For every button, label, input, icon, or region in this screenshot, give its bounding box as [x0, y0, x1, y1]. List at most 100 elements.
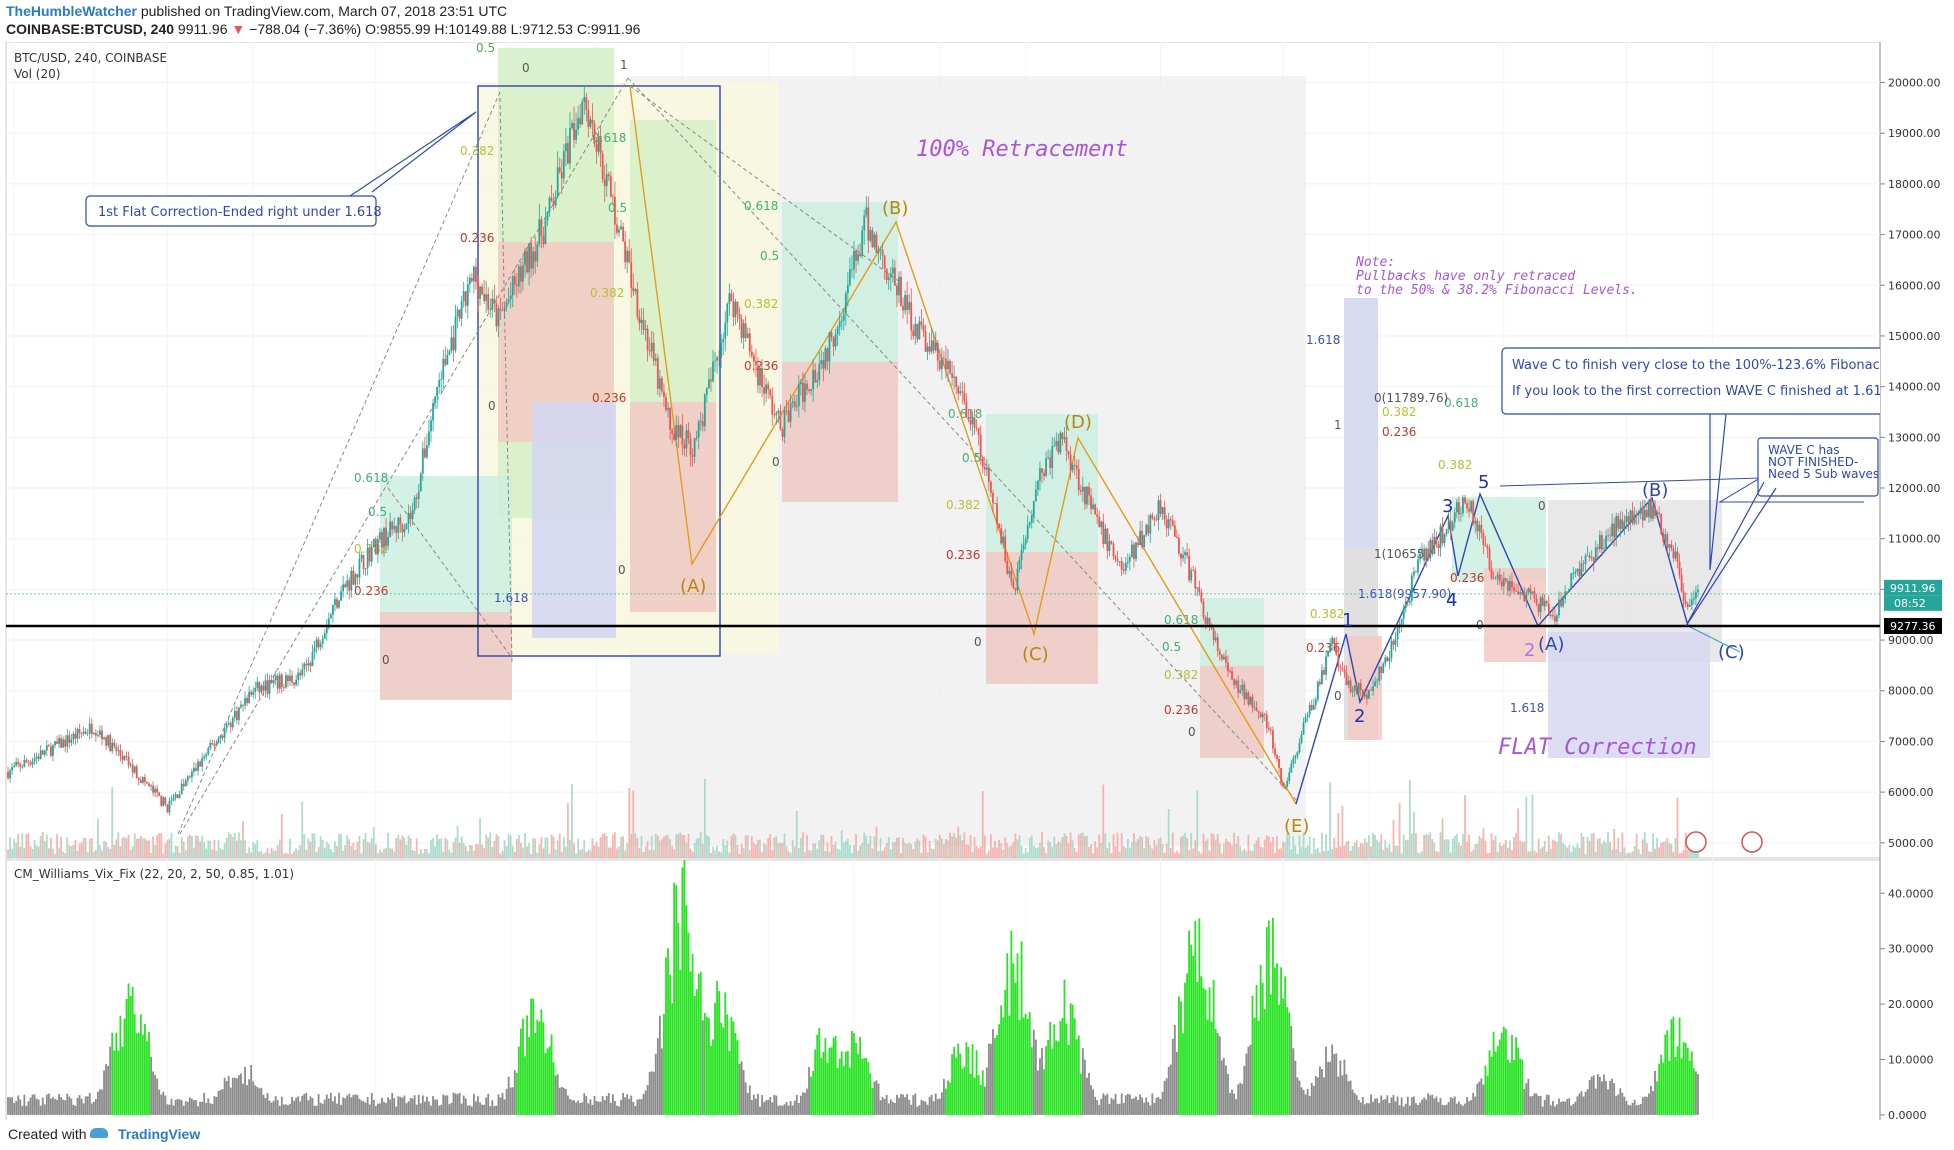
candle-body	[734, 301, 737, 318]
candle-body	[810, 389, 812, 391]
vix-bar	[299, 1101, 302, 1115]
candle-body	[1682, 591, 1685, 601]
candle-body	[92, 733, 95, 735]
vix-bar	[1016, 953, 1019, 1115]
candle-body	[663, 391, 665, 398]
candle-body	[417, 491, 420, 500]
volume-bar	[199, 841, 201, 858]
candle-body	[356, 574, 359, 578]
candle-body	[644, 328, 647, 330]
vix-bar	[419, 1103, 422, 1115]
vix-bar	[1157, 1097, 1160, 1115]
vix-bar	[1678, 1017, 1681, 1115]
volume-bar	[1629, 853, 1632, 858]
candle-body	[154, 788, 157, 793]
volume-bar	[712, 846, 714, 858]
volume-bar	[1631, 851, 1634, 858]
volume-bar	[564, 846, 567, 858]
volume-bar	[285, 852, 287, 858]
volume-bar	[1670, 843, 1673, 858]
volume-bar	[258, 851, 261, 858]
vix-bar	[1435, 1096, 1438, 1115]
candle-body	[804, 383, 806, 402]
volume-bar	[1163, 852, 1166, 858]
candle-body	[1327, 651, 1329, 657]
volume-bar	[1603, 840, 1605, 858]
volume-bar	[1568, 844, 1571, 858]
candle-body	[928, 346, 931, 352]
vix-bar	[248, 1079, 251, 1115]
candle-body	[1047, 457, 1050, 459]
volume-bar	[1202, 833, 1205, 858]
vix-bar	[1406, 1096, 1409, 1115]
volume-bar	[39, 835, 42, 858]
vix-bar	[1149, 1105, 1152, 1115]
candle-body	[1400, 618, 1403, 627]
vix-bar	[654, 1053, 657, 1115]
candle-body	[918, 321, 921, 340]
vix-bar	[624, 1097, 627, 1115]
vix-bar	[503, 1099, 506, 1115]
candle-body	[1543, 601, 1546, 607]
wave-c-unfinished-box[interactable]	[1757, 437, 1879, 497]
candle-body	[317, 639, 320, 648]
vix-bar	[197, 1106, 199, 1115]
candle-body	[1304, 717, 1307, 723]
vix-bar	[703, 1012, 706, 1115]
vix-bar	[350, 1097, 353, 1115]
candle-body	[1290, 763, 1293, 773]
vix-bar	[403, 1095, 406, 1115]
candle-body	[1269, 729, 1272, 731]
author-link[interactable]: TheHumbleWatcher	[6, 3, 137, 19]
volume-bar	[562, 837, 565, 858]
vix-bar	[814, 1049, 817, 1115]
candle-body	[1018, 559, 1021, 569]
vix-bar	[352, 1095, 355, 1115]
callout-box-1[interactable]	[85, 195, 377, 227]
volume-bar	[634, 833, 637, 858]
vix-bar	[599, 1101, 602, 1115]
candle-body	[1654, 505, 1656, 516]
candle-body	[133, 766, 136, 773]
volume-bar	[893, 841, 896, 858]
volume-bar	[221, 849, 224, 858]
vix-bar	[303, 1094, 306, 1115]
flag-icon[interactable]	[1741, 831, 1763, 853]
candle-body	[307, 663, 310, 666]
volume-bar	[54, 853, 56, 858]
candle-body	[820, 360, 823, 365]
candle-body	[524, 250, 526, 266]
vix-bar	[1030, 1047, 1033, 1115]
chart-canvas[interactable]: 20000.0019000.0018000.0017000.0016000.00…	[0, 42, 1954, 1120]
candle-body	[1629, 510, 1632, 523]
volume-bar	[724, 845, 727, 858]
volume-bar	[240, 840, 242, 858]
candle-body	[677, 425, 680, 438]
volume-bar	[276, 844, 279, 858]
volume-bar	[1161, 843, 1164, 858]
candle-body	[54, 741, 56, 746]
vix-bar	[1345, 1074, 1348, 1115]
vix-bar	[775, 1095, 778, 1115]
fib-labels: 0.5 0 1 0.382 0.618 0.5 0.382 0.236 0.23…	[354, 42, 1546, 739]
candle-body	[421, 448, 424, 474]
vix-bar	[1092, 1089, 1094, 1115]
vix-bar	[9, 1097, 11, 1115]
candle-body	[1235, 680, 1238, 685]
candle-body	[761, 367, 763, 388]
candle-body	[767, 384, 770, 390]
candle-body	[1157, 500, 1160, 520]
candle-body	[614, 196, 616, 225]
projection-line	[627, 77, 1299, 803]
candle-body	[1464, 497, 1466, 504]
flag-icon[interactable]	[1685, 831, 1707, 853]
price-tick-label: 12000.00	[1888, 482, 1941, 495]
vix-bar	[746, 1093, 749, 1115]
vix-bar	[1300, 1087, 1303, 1115]
vix-bar	[264, 1097, 267, 1115]
wave-c-callout-box[interactable]	[1501, 347, 1892, 415]
vix-bar	[1204, 989, 1207, 1115]
vix-bar	[971, 1044, 974, 1115]
tradingview-link[interactable]: TradingView	[118, 1126, 201, 1142]
candle-body	[393, 526, 396, 530]
